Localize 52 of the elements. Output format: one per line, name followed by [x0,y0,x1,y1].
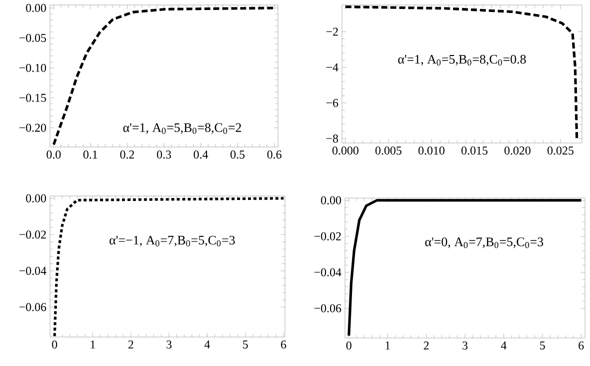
line-series [348,199,582,337]
y-tick-label: 0.00 [26,194,46,202]
x-tick-label: 0.4 [194,150,208,159]
annotation: α'=−1, A$_{0}$=7,B$_{0}$=5,C$_{0}$=3 [110,236,235,246]
x-tick-label: 4 [500,342,507,350]
x-tick-label: 1 [90,340,96,348]
x-tick-label: 3 [462,342,468,350]
x-tick-label: 1 [386,342,390,350]
x-tick-label: 0.3 [156,150,172,159]
line-series [344,5,578,141]
x-tick-label: 2 [128,340,134,348]
y-tick-label: 0.00 [26,4,46,12]
y-tick-label: −0.15 [19,94,46,102]
x-tick-label: 4 [204,340,210,348]
x-tick-label: 6 [281,340,286,349]
x-tick-label: 5 [243,340,248,348]
y-tick-label: −0.05 [19,34,46,42]
x-tick-label: 0.005 [375,146,402,155]
y-tick-label: −8 [326,134,338,143]
x-tick-label: 0.025 [548,146,574,155]
annotation: α'=1, A$_{0}$=5,B$_{0}$=8,C$_{0}$=2 [123,123,241,134]
x-tick-label: 0.010 [418,146,444,155]
x-tick-label: 5 [540,342,545,350]
x-tick-label: 0.1 [83,150,98,159]
y-tick-label: −0.04 [314,268,342,276]
y-tick-label: −0.06 [19,303,46,312]
y-tick-label: −0.02 [314,232,341,240]
y-tick-label: −6 [326,98,338,107]
y-tick-label: −0.10 [19,64,46,72]
x-tick-label: 0.6 [267,150,282,159]
x-tick-label: 0 [346,342,352,350]
x-tick-label: 0.015 [461,146,488,155]
y-tick-label: −4 [326,63,338,72]
y-tick-label: −0.06 [314,304,342,312]
x-tick-label: 0 [52,340,58,349]
x-tick-label: 0.000 [332,146,358,155]
x-tick-label: 2 [424,342,429,350]
y-tick-label: −0.04 [19,266,46,275]
x-tick-label: 6 [578,342,584,350]
x-tick-label: 3 [166,340,172,349]
y-tick-label: −0.20 [19,124,46,132]
x-tick-label: 0.0 [46,150,61,159]
y-tick-label: −2 [326,28,338,36]
annotation: α'=1, A$_{0}$=5,B$_{0}$=8,C$_{0}$=0.8 [398,54,526,66]
x-tick-label: 0.2 [120,150,134,159]
y-tick-label: −0.02 [19,230,46,239]
annotation: α'=0, A$_{0}$=7,B$_{0}$=5,C$_{0}$=3 [425,238,544,248]
y-tick-label: 0.00 [321,196,342,204]
x-tick-label: 0.5 [230,150,245,159]
line-series [52,6,276,146]
line-series [53,197,285,337]
x-tick-label: 0.020 [504,146,530,155]
